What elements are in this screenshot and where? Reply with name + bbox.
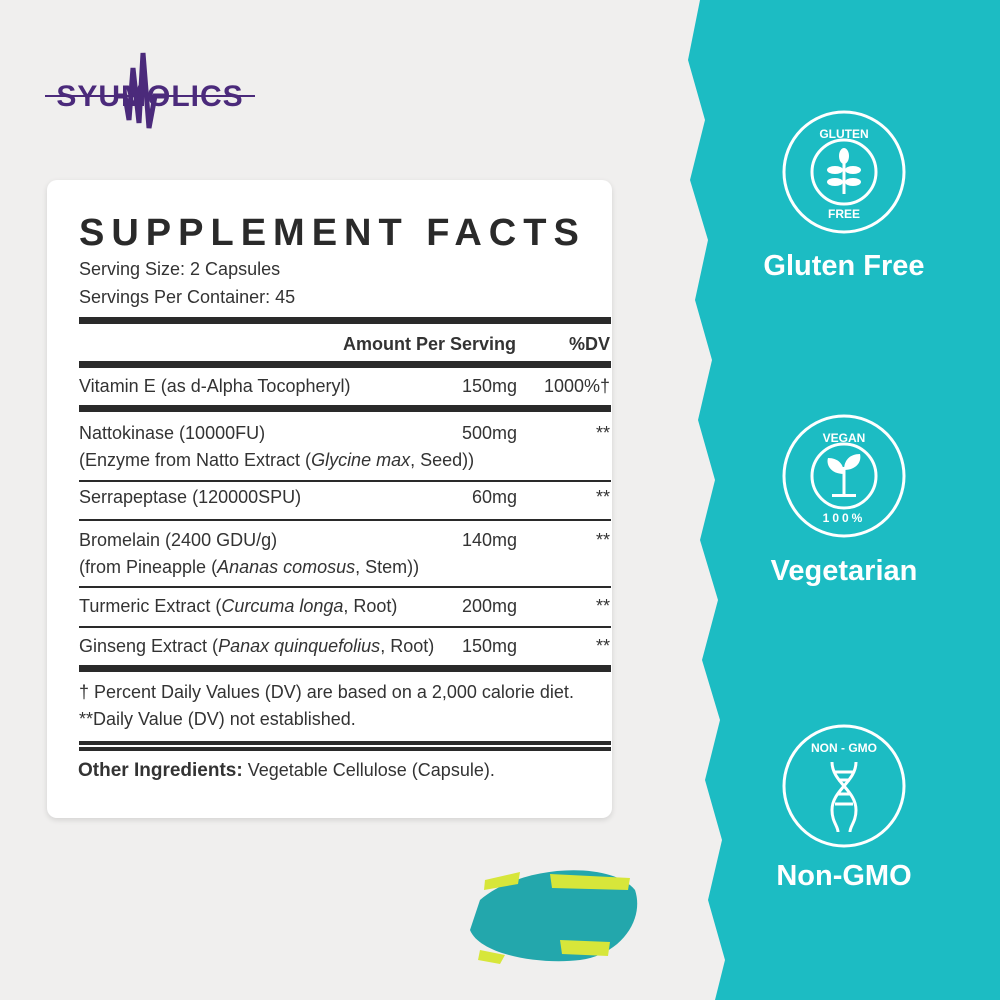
divider [79, 317, 611, 324]
header-amount: Amount Per Serving [342, 334, 516, 354]
footnote-not-established: **Daily Value (DV) not established. [79, 709, 356, 729]
paint-brush-stroke [470, 870, 638, 964]
non-gmo-badge: NON - GMO [782, 724, 906, 848]
facts-title: SUPPLEMENT FACTS [79, 212, 586, 254]
row-subtext: (Enzyme from Natto Extract (Glycine max,… [79, 450, 475, 470]
row-amount: 60mg [471, 487, 517, 507]
svg-text:NON - GMO: NON - GMO [811, 741, 877, 755]
header-dv: %DV [568, 334, 610, 354]
gluten-free-badge: GLUTEN FREE [782, 110, 906, 234]
row-dv: ** [595, 423, 610, 443]
wheat-icon [827, 148, 861, 194]
row-dv: ** [595, 530, 610, 550]
brand-logo: SYUMOLICS [45, 52, 255, 129]
row-dv: 1000%† [543, 376, 610, 396]
row-dv: ** [595, 487, 610, 507]
footnote-dv: † Percent Daily Values (DV) are based on… [79, 682, 574, 702]
supplement-facts-panel: SUPPLEMENT FACTS Serving Size: 2 Capsule… [47, 180, 612, 818]
row-amount: 150mg [461, 376, 517, 396]
divider [79, 480, 611, 482]
row-name: Bromelain (2400 GDU/g) [79, 530, 278, 550]
row-dv: ** [595, 596, 610, 616]
svg-text:FREE: FREE [828, 207, 860, 221]
row-subtext: (from Pineapple (Ananas comosus, Stem)) [79, 557, 420, 577]
row-amount: 150mg [461, 636, 517, 656]
row-name: Serrapeptase (120000SPU) [79, 487, 302, 507]
other-ingredients: Other Ingredients: Vegetable Cellulose (… [78, 760, 495, 781]
row-name: Vitamin E (as d-Alpha Tocopheryl) [79, 376, 351, 396]
serving-size: Serving Size: 2 Capsules [79, 259, 281, 279]
svg-text:100%: 100% [823, 511, 866, 525]
divider [79, 747, 611, 751]
sprout-icon [827, 454, 861, 497]
row-amount: 200mg [461, 596, 517, 616]
divider [79, 519, 611, 521]
row-name: Ginseng Extract (Panax quinquefolius, Ro… [79, 636, 435, 656]
servings-per-container: Servings Per Container: 45 [79, 287, 296, 307]
row-amount: 140mg [461, 530, 517, 550]
badge-label: Non-GMO [776, 860, 912, 892]
row-name: Turmeric Extract (Curcuma longa, Root) [79, 596, 398, 616]
divider [79, 665, 611, 672]
divider [79, 405, 611, 412]
divider [79, 586, 611, 588]
divider [79, 361, 611, 368]
divider [79, 741, 611, 745]
row-name: Nattokinase (10000FU) [79, 423, 266, 443]
dna-icon [830, 761, 858, 833]
svg-text:GLUTEN: GLUTEN [819, 127, 868, 141]
badge-label: Vegetarian [770, 555, 918, 587]
divider [79, 626, 611, 628]
row-dv: ** [595, 636, 610, 656]
logo-text: SYUMOLICS [56, 80, 243, 113]
badge-label: Gluten Free [763, 250, 925, 282]
vegan-badge: VEGAN 100% [782, 414, 906, 538]
svg-text:VEGAN: VEGAN [823, 431, 866, 445]
row-amount: 500mg [461, 423, 517, 443]
